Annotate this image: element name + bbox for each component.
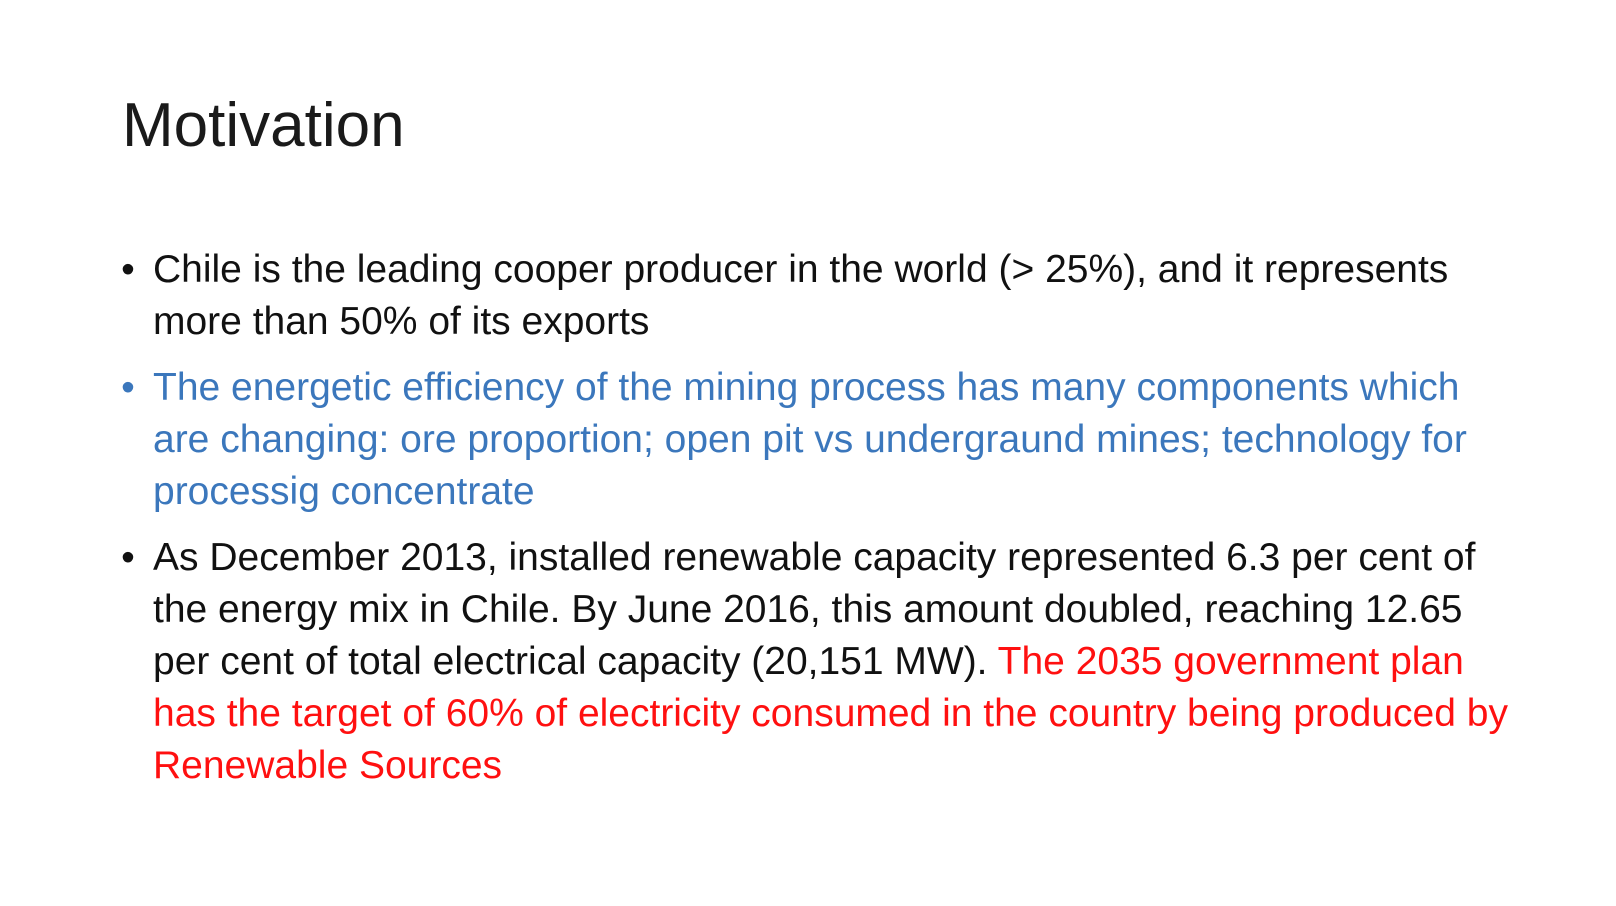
- bullet-marker: •: [121, 248, 135, 291]
- bullet-item-energy-efficiency: • The energetic efficiency of the mining…: [118, 362, 1518, 518]
- bullet-text: As December 2013, installed renewable ca…: [153, 536, 1476, 683]
- bullet-marker: •: [121, 536, 135, 579]
- bullet-marker: •: [121, 366, 135, 409]
- bullet-list: • Chile is the leading cooper producer i…: [118, 244, 1518, 806]
- bullet-item-renewable-capacity: • As December 2013, installed renewable …: [118, 532, 1518, 792]
- bullet-highlight-text: The 2035 government plan has the target …: [153, 640, 1508, 787]
- bullet-text: Chile is the leading cooper producer in …: [153, 248, 1449, 343]
- bullet-item-copper-production: • Chile is the leading cooper producer i…: [118, 244, 1518, 348]
- slide-title: Motivation: [122, 91, 405, 160]
- bullet-text: The energetic efficiency of the mining p…: [153, 366, 1467, 513]
